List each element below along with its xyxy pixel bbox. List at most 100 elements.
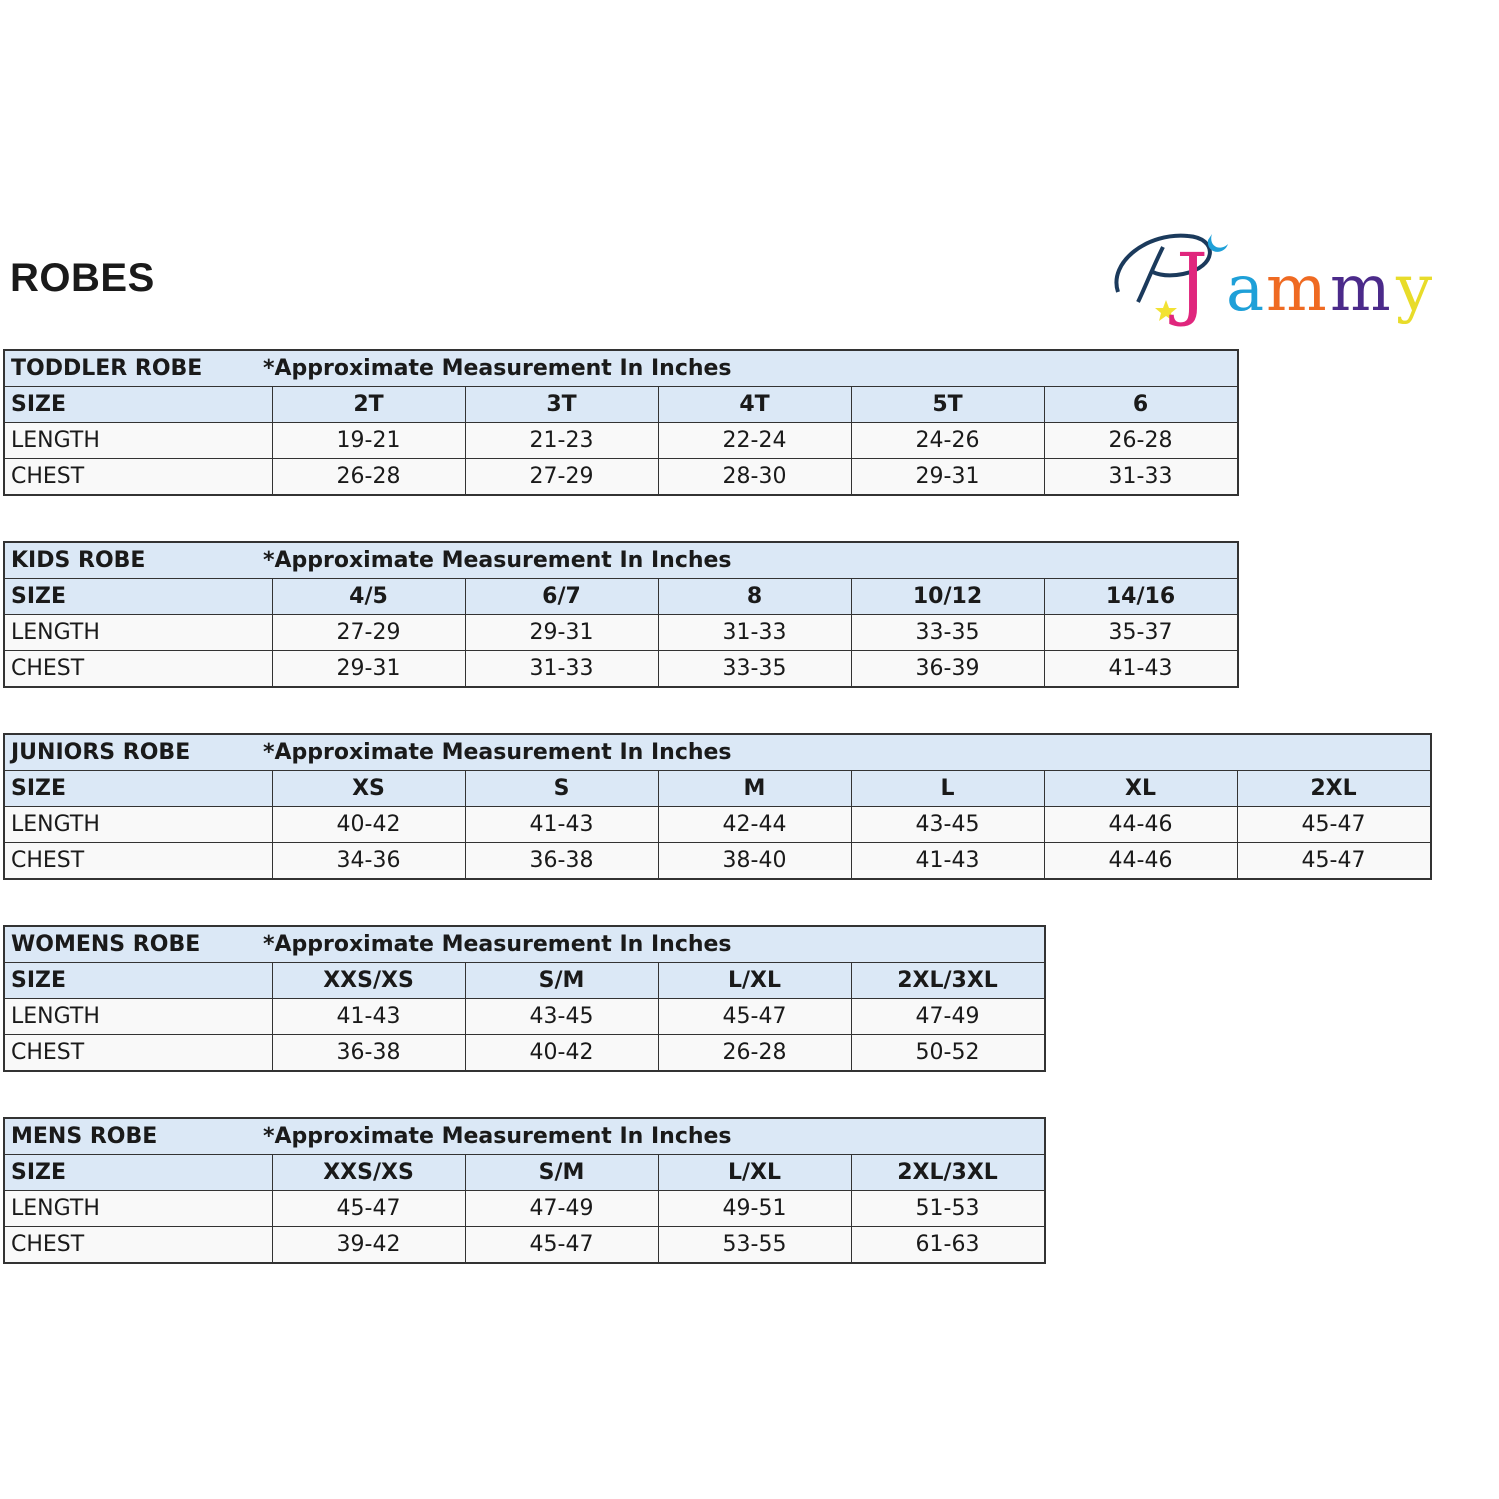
row-label: LENGTH <box>3 998 273 1035</box>
size-header: L <box>850 770 1045 807</box>
measurement-cell: 29-31 <box>464 614 659 651</box>
measurement-cell: 27-29 <box>464 458 659 496</box>
measurement-cell: 29-31 <box>271 650 466 688</box>
table-row: CHEST 29-31 31-33 33-35 36-39 41-43 <box>3 650 1238 688</box>
measurement-cell: 31-33 <box>464 650 659 688</box>
measurement-cell: 28-30 <box>657 458 852 496</box>
womens-robe-table: WOMENS ROBE *Approximate Measurement In I… <box>3 925 1046 1072</box>
measurement-note: *Approximate Measurement In Inches <box>263 1124 732 1149</box>
pjammy-logo: J a m m y <box>1114 233 1432 329</box>
size-header: 2T <box>271 386 466 423</box>
measurement-cell: 24-26 <box>850 422 1045 459</box>
measurement-cell: 40-42 <box>464 1034 659 1072</box>
row-label: LENGTH <box>3 1190 273 1227</box>
table-name: KIDS ROBE <box>11 548 146 573</box>
row-label: CHEST <box>3 1226 273 1264</box>
toddler-robe-table: TODDLER ROBE *Approximate Measurement In … <box>3 349 1239 496</box>
row-label: CHEST <box>3 1034 273 1072</box>
size-header: 8 <box>657 578 852 615</box>
kids-robe-table: KIDS ROBE *Approximate Measurement In Inc… <box>3 541 1239 688</box>
size-header: 3T <box>464 386 659 423</box>
measurement-cell: 21-23 <box>464 422 659 459</box>
row-label: CHEST <box>3 650 273 688</box>
size-header: 4/5 <box>271 578 466 615</box>
size-header: XXS/XS <box>271 1154 466 1191</box>
measurement-cell: 45-47 <box>1236 806 1431 843</box>
svg-text:a: a <box>1226 252 1264 326</box>
size-header: M <box>657 770 852 807</box>
size-header: S <box>464 770 659 807</box>
row-label: LENGTH <box>3 614 273 651</box>
measurement-cell: 42-44 <box>657 806 852 843</box>
measurement-cell: 39-42 <box>271 1226 466 1264</box>
measurement-cell: 36-38 <box>464 842 659 880</box>
measurement-cell: 26-28 <box>657 1034 852 1072</box>
measurement-cell: 45-47 <box>657 998 852 1035</box>
measurement-cell: 44-46 <box>1043 806 1238 843</box>
size-label: SIZE <box>3 578 273 615</box>
size-header: 6/7 <box>464 578 659 615</box>
size-header: 6 <box>1043 386 1238 423</box>
table-name: TODDLER ROBE <box>11 356 203 381</box>
size-header: XS <box>271 770 466 807</box>
measurement-cell: 51-53 <box>850 1190 1045 1227</box>
table-row: CHEST 26-28 27-29 28-30 29-31 31-33 <box>3 458 1238 496</box>
table-title-cell: MENS ROBE *Approximate Measurement In Inc… <box>4 1117 1045 1155</box>
size-label: SIZE <box>3 386 273 423</box>
juniors-robe-table: JUNIORS ROBE *Approximate Measurement In … <box>3 733 1432 880</box>
size-header: 2XL/3XL <box>850 962 1045 999</box>
measurement-cell: 35-37 <box>1043 614 1238 651</box>
svg-text:y: y <box>1395 252 1432 326</box>
table-name: WOMENS ROBE <box>11 932 201 957</box>
size-header-row: SIZE 2T 3T 4T 5T 6 <box>3 386 1238 423</box>
size-header-row: SIZE 4/5 6/7 8 10/12 14/16 <box>3 578 1238 615</box>
size-header-row: SIZE XXS/XS S/M L/XL 2XL/3XL <box>3 1154 1045 1191</box>
size-label: SIZE <box>3 962 273 999</box>
row-label: LENGTH <box>3 422 273 459</box>
star-icon <box>1155 300 1177 321</box>
measurement-cell: 29-31 <box>850 458 1045 496</box>
table-row: LENGTH 45-47 47-49 49-51 51-53 <box>3 1190 1045 1227</box>
svg-text:m: m <box>1330 252 1391 326</box>
table-row: LENGTH 41-43 43-45 45-47 47-49 <box>3 998 1045 1035</box>
measurement-note: *Approximate Measurement In Inches <box>263 740 732 765</box>
size-label: SIZE <box>3 770 273 807</box>
svg-text:J: J <box>1169 236 1208 329</box>
measurement-cell: 22-24 <box>657 422 852 459</box>
measurement-cell: 43-45 <box>850 806 1045 843</box>
size-header: XXS/XS <box>271 962 466 999</box>
measurement-cell: 41-43 <box>464 806 659 843</box>
table-row: CHEST 39-42 45-47 53-55 61-63 <box>3 1226 1045 1264</box>
table-name: JUNIORS ROBE <box>11 740 191 765</box>
measurement-cell: 43-45 <box>464 998 659 1035</box>
measurement-cell: 34-36 <box>271 842 466 880</box>
measurement-cell: 33-35 <box>850 614 1045 651</box>
size-header-row: SIZE XS S M L XL 2XL <box>3 770 1431 807</box>
size-header: XL <box>1043 770 1238 807</box>
measurement-cell: 33-35 <box>657 650 852 688</box>
svg-text:m: m <box>1266 252 1327 326</box>
table-row: CHEST 34-36 36-38 38-40 41-43 44-46 45-47 <box>3 842 1431 880</box>
table-row: LENGTH 19-21 21-23 22-24 24-26 26-28 <box>3 422 1238 459</box>
table-title-cell: JUNIORS ROBE *Approximate Measurement In … <box>4 733 1431 771</box>
size-header: S/M <box>464 962 659 999</box>
moon-icon <box>1207 234 1228 252</box>
measurement-cell: 44-46 <box>1043 842 1238 880</box>
measurement-cell: 53-55 <box>657 1226 852 1264</box>
measurement-cell: 45-47 <box>464 1226 659 1264</box>
measurement-cell: 47-49 <box>464 1190 659 1227</box>
measurement-cell: 61-63 <box>850 1226 1045 1264</box>
logo-p-letter <box>1114 233 1212 303</box>
page-title: ROBES <box>10 256 155 300</box>
size-header: 10/12 <box>850 578 1045 615</box>
measurement-cell: 26-28 <box>271 458 466 496</box>
measurement-cell: 27-29 <box>271 614 466 651</box>
size-header: 14/16 <box>1043 578 1238 615</box>
table-title-row: TODDLER ROBE *Approximate Measurement In … <box>4 349 1238 387</box>
measurement-cell: 45-47 <box>1236 842 1431 880</box>
row-label: CHEST <box>3 458 273 496</box>
table-name: MENS ROBE <box>11 1124 158 1149</box>
size-header: 2XL <box>1236 770 1431 807</box>
measurement-cell: 36-38 <box>271 1034 466 1072</box>
size-header: S/M <box>464 1154 659 1191</box>
